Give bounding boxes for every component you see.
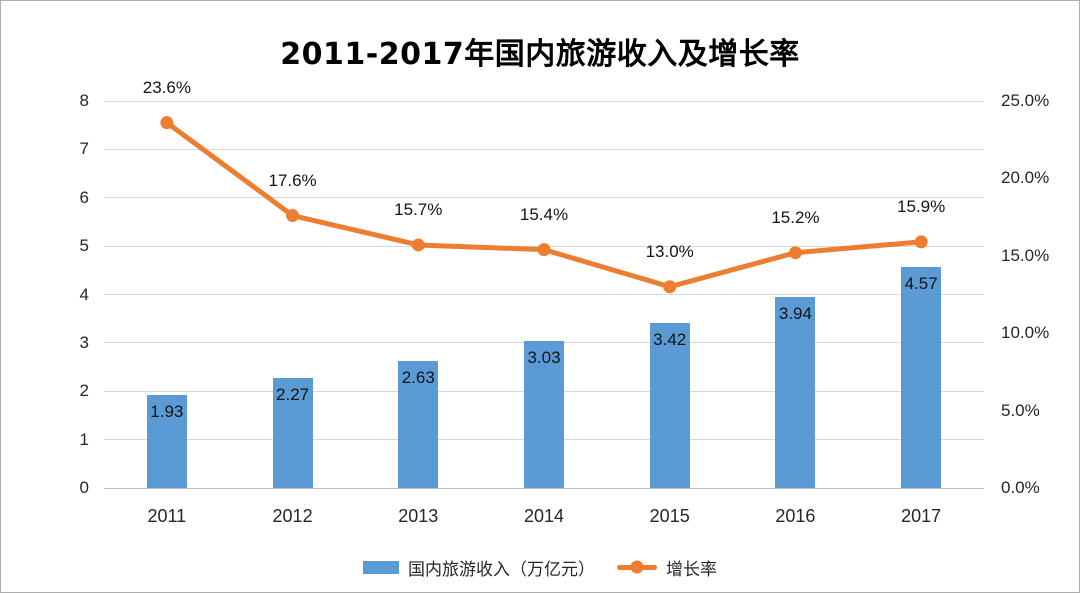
line-series-label: 增长率 <box>666 559 717 579</box>
growth-rate-value-label: 15.7% <box>394 199 443 219</box>
line-series-marker-icon <box>630 560 644 574</box>
x-axis-category-label: 2011 <box>147 506 187 526</box>
growth-rate-value-label: 15.4% <box>519 204 569 224</box>
bar-series-swatch-icon <box>363 560 399 574</box>
legend: 国内旅游收入（万亿元） 增长率 <box>1 554 1079 580</box>
gridline <box>104 197 984 199</box>
gridline <box>104 294 984 295</box>
y-axis-right-tick-label: 25.0% <box>1001 91 1050 110</box>
bar-value-label: 3.03 <box>527 348 561 368</box>
y-axis-left-tick-label: 3 <box>79 332 89 352</box>
legend-item-revenue: 国内旅游收入（万亿元） <box>363 555 595 580</box>
y-axis-left-tick-label: 4 <box>79 284 89 304</box>
chart-title: 2011-2017年国内旅游收入及增长率 <box>280 37 800 72</box>
growth-rate-value-label: 15.9% <box>897 196 946 216</box>
y-axis-left-tick-label: 0 <box>79 478 89 497</box>
x-axis-category-label: 2015 <box>649 506 690 526</box>
bar-2015 <box>649 322 690 488</box>
baseline-gridline <box>104 487 984 489</box>
bar-2017 <box>901 266 942 488</box>
y-axis-left-tick-label: 1 <box>79 429 89 449</box>
legend-item-growth: 增长率 <box>617 555 717 580</box>
y-axis-right-tick-label: 15.0% <box>1001 245 1050 265</box>
y-axis-left-tick-label: 2 <box>79 381 89 401</box>
growth-rate-value-label: 13.0% <box>645 241 694 261</box>
line-marker-icon <box>160 116 174 130</box>
growth-rate-value-label: 15.2% <box>771 207 820 227</box>
y-axis-left-tick-label: 6 <box>79 187 89 207</box>
bar-2016 <box>775 297 816 488</box>
growth-rate-value-label: 23.6% <box>142 77 191 97</box>
x-axis-category-label: 2014 <box>523 506 565 526</box>
y-axis-left-tick-label: 5 <box>79 236 89 256</box>
bar-value-label: 1.93 <box>150 401 184 421</box>
bar-value-label: 2.27 <box>276 385 310 405</box>
bar-value-label: 2.63 <box>401 367 435 387</box>
y-axis-left-tick-label: 8 <box>79 91 89 110</box>
gridline <box>104 245 984 247</box>
line-series-swatch-icon <box>617 560 657 574</box>
line-marker-icon <box>663 280 677 294</box>
bar-series-label: 国内旅游收入（万亿元） <box>408 559 595 579</box>
y-axis-right-tick-label: 10.0% <box>1001 323 1050 343</box>
y-axis-right-tick-label: 20.0% <box>1001 168 1050 188</box>
gridline <box>104 148 984 150</box>
y-axis-right-tick-label: 5.0% <box>1001 400 1040 420</box>
y-axis-left-tick-label: 7 <box>79 139 89 159</box>
x-axis-category-label: 2012 <box>272 506 313 526</box>
bar-2012 <box>272 378 313 488</box>
x-axis-category-label: 2017 <box>901 506 942 526</box>
bar-2011 <box>146 394 187 488</box>
gridline <box>104 100 984 102</box>
bar-2014 <box>524 341 564 488</box>
y-axis-right-tick-label: 0.0% <box>1001 478 1040 497</box>
x-axis-category-label: 2016 <box>775 506 816 526</box>
line-marker-icon <box>788 246 802 260</box>
line-marker-icon <box>286 209 300 223</box>
bar-value-label: 3.42 <box>653 329 687 349</box>
x-axis-category-label: 2013 <box>398 506 439 526</box>
bar-value-label: 3.94 <box>778 304 812 324</box>
bar-value-label: 4.57 <box>904 273 938 293</box>
growth-rate-value-label: 17.6% <box>268 170 317 190</box>
bar-2013 <box>398 360 439 488</box>
